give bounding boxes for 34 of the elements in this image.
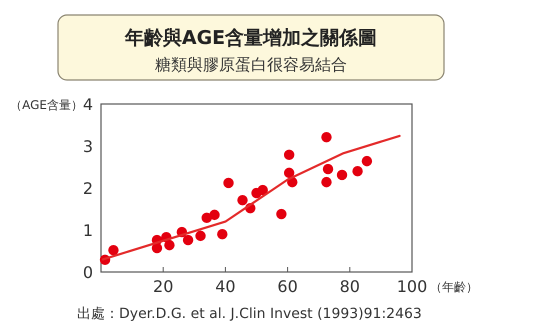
y-tick-label: 4: [82, 95, 93, 114]
y-tick-label: 0: [82, 263, 93, 282]
point: [217, 229, 228, 240]
point: [362, 156, 372, 166]
point: [321, 132, 332, 142]
chart-subtitle: 糖類與膠原蛋白很容易結合: [155, 55, 347, 74]
point: [237, 194, 248, 206]
point: [284, 150, 294, 160]
x-tick-label: 60: [277, 277, 298, 296]
point: [322, 164, 334, 174]
y-tick-label: 3: [82, 137, 93, 156]
y-tick-label: 2: [82, 179, 93, 198]
point: [195, 230, 206, 242]
point: [284, 168, 294, 178]
point: [108, 244, 119, 256]
text: 出處：Dyer.D.G. et al. J.Clin Invest (1993)91:2463: [77, 306, 422, 322]
point: [223, 178, 234, 188]
point: [182, 234, 194, 246]
y-tick-label: 1: [82, 221, 93, 240]
point: [152, 242, 162, 254]
point: [276, 208, 287, 220]
point: [164, 240, 175, 250]
chart-title: 年齡與AGE含量增加之關係圖: [124, 27, 378, 49]
x-axis-title: （年齡）: [430, 280, 478, 294]
point: [258, 184, 268, 196]
point: [336, 170, 348, 180]
point: [209, 210, 220, 220]
x-tick-label: 100: [396, 277, 428, 296]
x-tick-label: 20: [153, 277, 174, 296]
point: [321, 176, 332, 188]
x-tick-label: 80: [340, 277, 360, 296]
y-axis-title: （AGE含量）: [10, 98, 83, 112]
x-tick-label: 40: [215, 277, 236, 296]
point: [352, 166, 363, 176]
